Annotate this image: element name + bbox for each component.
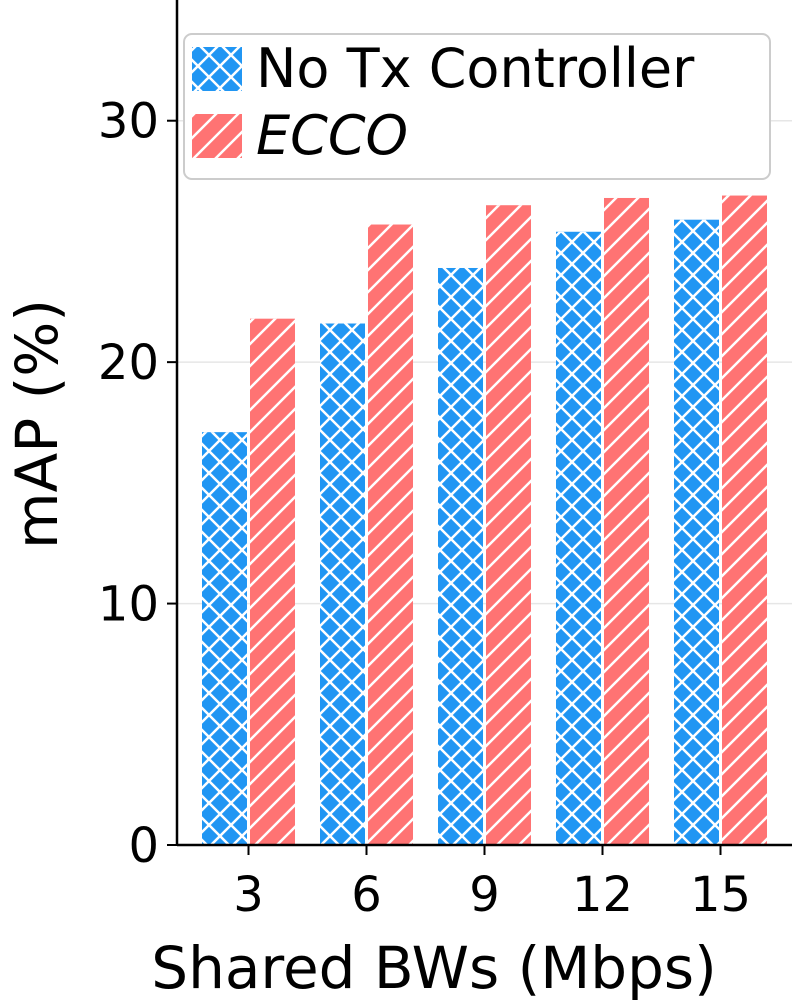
x-tick-label-12: 12 <box>572 867 633 923</box>
legend-box <box>183 33 771 180</box>
y-tick-label-10: 10 <box>98 577 159 633</box>
y-axis-ticks: 0 10 20 30 <box>98 94 177 874</box>
legend-label-ecco: ECCO <box>256 104 408 167</box>
y-axis-label: mAP (%) <box>3 299 71 549</box>
x-tick-label-9: 9 <box>469 867 500 923</box>
bar-no-tx-controller-12 <box>556 231 601 845</box>
x-tick-label-3: 3 <box>233 867 264 923</box>
bar-ecco-15 <box>722 195 767 846</box>
bars <box>202 195 767 846</box>
y-tick-label-20: 20 <box>98 335 159 391</box>
x-tick-label-6: 6 <box>351 867 382 923</box>
bar-no-tx-controller-3 <box>202 432 247 845</box>
bar-ecco-3 <box>250 318 295 846</box>
y-tick-label-0: 0 <box>128 818 159 874</box>
legend-label-no-tx-controller: No Tx Controller <box>256 37 695 100</box>
bar-ecco-6 <box>368 224 413 845</box>
legend-swatch-no-tx-controller <box>192 47 242 91</box>
bar-ecco-9 <box>486 205 531 845</box>
legend-swatch-ecco <box>192 114 242 158</box>
x-tick-label-15: 15 <box>690 867 751 923</box>
bar-ecco-12 <box>604 197 649 845</box>
x-axis-label: Shared BWs (Mbps) <box>151 934 717 1002</box>
x-axis-ticks: 3 6 9 12 15 <box>233 845 751 923</box>
y-tick-label-30: 30 <box>98 94 159 150</box>
bar-no-tx-controller-9 <box>438 267 483 845</box>
bar-no-tx-controller-15 <box>674 219 719 845</box>
bar-no-tx-controller-6 <box>320 323 365 845</box>
